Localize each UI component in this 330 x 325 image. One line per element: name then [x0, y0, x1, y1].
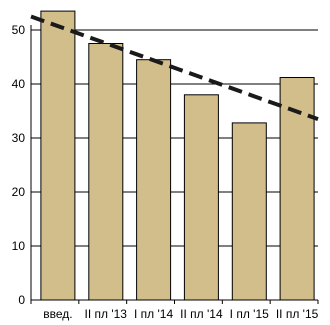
trend-line-path — [30, 14, 319, 121]
x-tick-label: I пл '15 — [230, 307, 269, 321]
y-tick-label: 40 — [12, 77, 26, 91]
x-tick-labels: введ. II пл '13 I пл '14 II пл '14 I пл '15 I… — [43, 307, 318, 321]
bars — [40, 10, 315, 301]
gridlines — [31, 29, 318, 247]
x-tick-label: II пл '14 — [180, 307, 223, 321]
bar — [231, 122, 267, 301]
bar — [183, 94, 219, 301]
x-tick-label: I пл '14 — [134, 307, 173, 321]
y-tick-label: 50 — [12, 23, 26, 37]
y-tick-label: 30 — [12, 131, 26, 145]
axes — [30, 25, 319, 304]
y-tick-label: 0 — [18, 293, 25, 307]
bar — [136, 59, 172, 301]
bar — [88, 43, 124, 301]
y-tick-label: 20 — [12, 185, 26, 199]
trend-line — [30, 14, 319, 121]
bar — [40, 10, 76, 301]
y-tick-label: 10 — [12, 239, 26, 253]
x-tick-label: II пл '15 — [276, 307, 319, 321]
y-tick-labels: 0 10 20 30 40 50 — [12, 23, 26, 307]
x-tick-label: II пл '13 — [85, 307, 128, 321]
x-tick-label: введ. — [43, 307, 72, 321]
